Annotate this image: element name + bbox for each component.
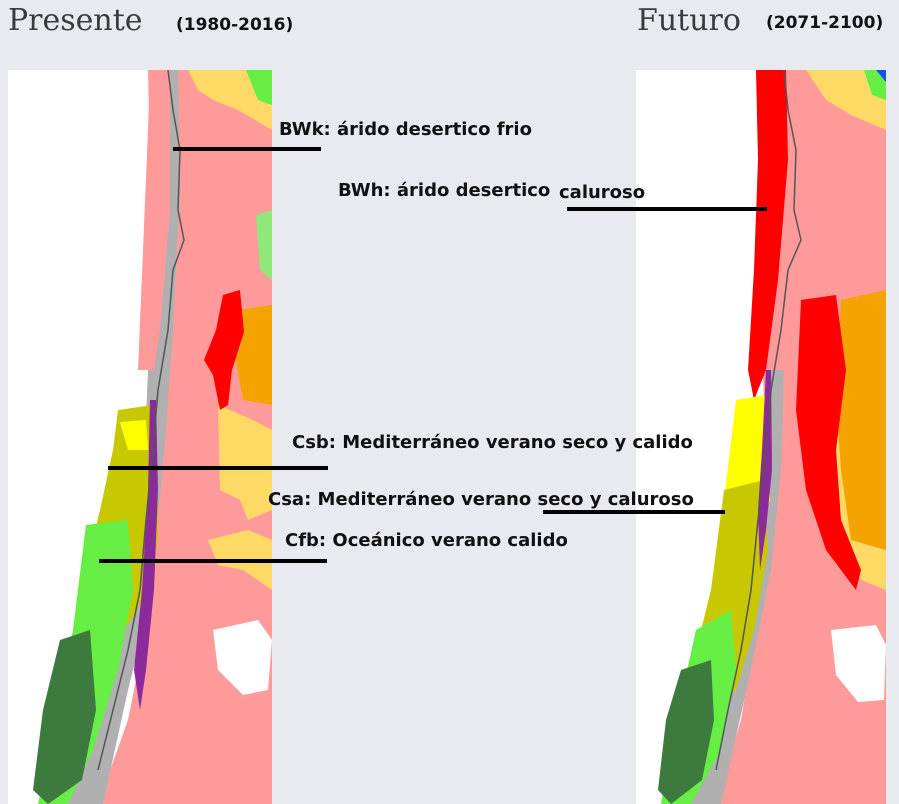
dsc-strip bbox=[134, 400, 158, 710]
csa-region bbox=[120, 420, 148, 450]
bsk-region-east bbox=[218, 405, 272, 520]
leader-cfb bbox=[99, 559, 327, 563]
label-csa: Csa: Mediterráneo verano seco y caluroso bbox=[268, 489, 694, 510]
east-green-mid bbox=[256, 210, 272, 280]
bwh-coast bbox=[748, 70, 788, 400]
east-green-north bbox=[246, 70, 272, 105]
east-green-north bbox=[864, 70, 886, 100]
border-line bbox=[715, 70, 802, 771]
leader-csb bbox=[108, 466, 328, 470]
fjords bbox=[33, 630, 96, 804]
future-period: (2071-2100) bbox=[766, 13, 884, 33]
bsk-region-north bbox=[806, 70, 886, 130]
present-climate-map bbox=[8, 70, 272, 804]
leader-csa bbox=[543, 510, 725, 514]
leader-bwk bbox=[173, 147, 321, 151]
bsh-region bbox=[236, 305, 272, 405]
bsh-region bbox=[836, 290, 886, 550]
border-line bbox=[97, 70, 185, 771]
present-title: Presente bbox=[8, 3, 143, 38]
fjords bbox=[658, 660, 714, 804]
bsk-region-north bbox=[188, 70, 272, 130]
bwk-region bbox=[98, 70, 272, 804]
east-blue bbox=[876, 70, 886, 82]
bwh-region bbox=[204, 290, 244, 410]
label-bwh: BWh: árido desertico bbox=[338, 180, 551, 201]
bwh-interior bbox=[796, 295, 861, 590]
future-climate-map bbox=[636, 70, 886, 804]
label-csb: Csb: Mediterráneo verano seco y calido bbox=[292, 432, 693, 453]
present-period: (1980-2016) bbox=[176, 15, 294, 35]
coast-bwk bbox=[138, 70, 170, 370]
leader-bwh bbox=[567, 207, 767, 211]
future-title: Futuro bbox=[637, 3, 741, 38]
label-bwk: BWk: árido desertico frio bbox=[279, 119, 532, 140]
south-patch bbox=[213, 620, 272, 695]
label-cfb: Cfb: Oceánico verano calido bbox=[285, 530, 568, 551]
label-bwh-tail: caluroso bbox=[559, 182, 646, 203]
south-patch bbox=[831, 625, 886, 702]
